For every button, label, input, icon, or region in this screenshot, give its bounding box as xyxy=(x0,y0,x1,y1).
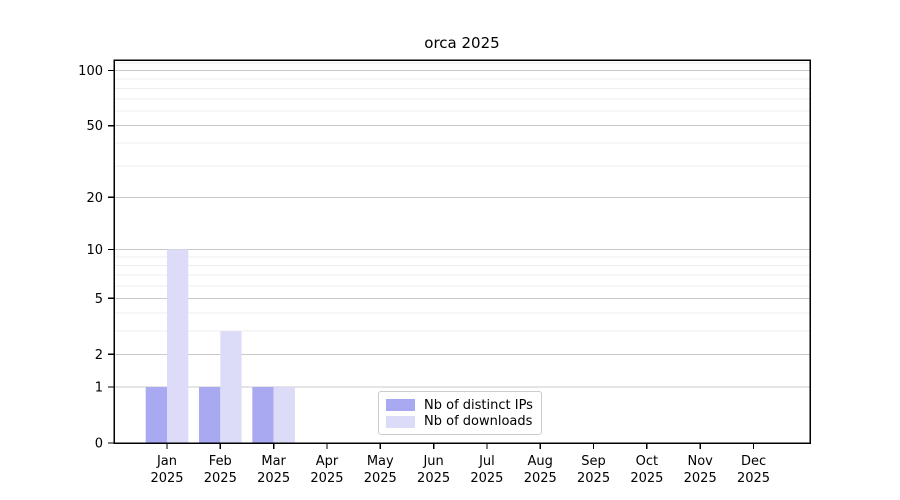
x-tick-label-year: 2025 xyxy=(417,471,450,486)
x-tick-label-year: 2025 xyxy=(737,471,770,486)
x-tick-label-month: Jun xyxy=(422,454,443,469)
legend-label-distinct-ips: Nb of distinct IPs xyxy=(424,397,533,413)
y-tick-label: 1 xyxy=(95,381,103,396)
x-tick-label-month: Feb xyxy=(209,454,232,469)
y-tick-label: 20 xyxy=(86,191,103,206)
x-tick-label-month: May xyxy=(367,454,394,469)
legend: Nb of distinct IPs Nb of downloads xyxy=(378,391,542,435)
x-tick-label-year: 2025 xyxy=(684,471,717,486)
x-tick-label-year: 2025 xyxy=(310,471,343,486)
bar-jan-distinct-ips xyxy=(145,387,167,443)
y-tick-label: 5 xyxy=(95,292,103,307)
axes-spines xyxy=(113,59,811,444)
x-tick-label-year: 2025 xyxy=(577,471,610,486)
bar-mar-downloads xyxy=(273,387,295,443)
x-tick-label-year: 2025 xyxy=(364,471,397,486)
legend-item-distinct-ips: Nb of distinct IPs xyxy=(386,397,533,414)
x-tick-label-year: 2025 xyxy=(630,471,663,486)
x-tick-label-month: Nov xyxy=(688,454,714,469)
y-tick-label: 50 xyxy=(86,119,103,134)
x-tick-label-year: 2025 xyxy=(204,471,237,486)
x-tick-label-month: Dec xyxy=(741,454,766,469)
legend-swatch-downloads xyxy=(386,415,415,428)
y-tick-label: 10 xyxy=(86,243,103,258)
bar-feb-distinct-ips xyxy=(199,387,221,443)
bar-mar-distinct-ips xyxy=(252,387,274,443)
y-tick-label: 100 xyxy=(78,64,103,79)
bar-jan-downloads xyxy=(167,249,189,443)
x-tick-label-year: 2025 xyxy=(470,471,503,486)
chart-title: orca 2025 xyxy=(424,34,500,52)
x-tick-label-month: Apr xyxy=(316,454,339,469)
x-tick-label-year: 2025 xyxy=(524,471,557,486)
x-tick-label-year: 2025 xyxy=(150,471,183,486)
x-tick-label-month: Aug xyxy=(528,454,553,469)
x-tick-label-month: Mar xyxy=(261,454,286,469)
x-tick-label-month: Sep xyxy=(581,454,606,469)
legend-label-downloads: Nb of downloads xyxy=(424,414,533,430)
x-tick-label-year: 2025 xyxy=(257,471,290,486)
bar-feb-downloads xyxy=(220,331,242,443)
legend-item-downloads: Nb of downloads xyxy=(386,414,533,431)
x-tick-label-month: Jul xyxy=(478,454,495,469)
legend-swatch-distinct-ips xyxy=(386,399,415,412)
y-tick-label: 2 xyxy=(95,348,103,363)
y-tick-label: 0 xyxy=(95,437,103,452)
x-tick-label-month: Jan xyxy=(156,454,177,469)
x-tick-label-month: Oct xyxy=(636,454,658,469)
